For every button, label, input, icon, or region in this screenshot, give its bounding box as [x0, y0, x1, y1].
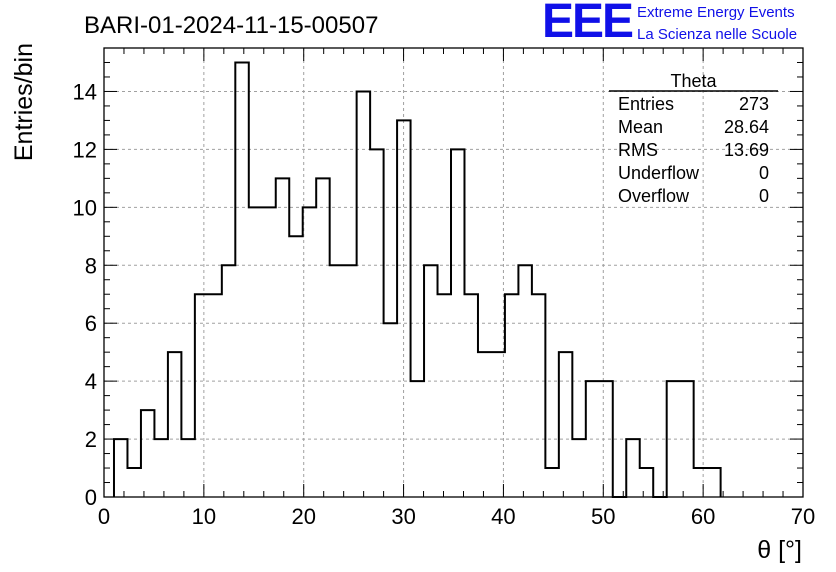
- histogram-bin: [330, 265, 343, 497]
- stats-label: Mean: [618, 117, 663, 137]
- stats-value: 0: [759, 186, 769, 206]
- histogram-bin: [370, 149, 383, 497]
- histogram-bin: [438, 294, 451, 497]
- histogram-bin: [451, 149, 464, 497]
- stats-label: Underflow: [618, 163, 700, 183]
- histogram-bin: [195, 294, 208, 497]
- stats-value: 13.69: [724, 140, 769, 160]
- histogram-bin: [478, 352, 491, 497]
- histogram-bin: [586, 381, 599, 497]
- histogram-bin: [680, 381, 693, 497]
- stats-value: 273: [739, 94, 769, 114]
- y-axis-label: Entries/bin: [10, 43, 38, 161]
- stats-label: RMS: [618, 140, 658, 160]
- histogram-bin: [181, 439, 194, 497]
- histogram-bin: [303, 207, 316, 497]
- histogram-bin: [424, 265, 437, 497]
- stats-label: Overflow: [618, 186, 690, 206]
- histogram-bin: [262, 207, 275, 497]
- x-tick-label: 50: [591, 504, 615, 529]
- histogram-bin: [384, 323, 397, 497]
- stats-value: 28.64: [724, 117, 769, 137]
- histogram-bin: [572, 439, 585, 497]
- brand-line-1: Extreme Energy Events: [637, 4, 795, 21]
- histogram-bin: [694, 468, 707, 497]
- y-tick-label: 12: [73, 137, 97, 162]
- histogram-bin: [222, 265, 235, 497]
- histogram-bin: [545, 468, 558, 497]
- histogram-bin: [154, 439, 167, 497]
- histogram-bin: [114, 439, 127, 497]
- histogram-bin: [464, 294, 477, 497]
- histogram-bin: [491, 352, 504, 497]
- brand-line-2: La Scienza nelle Scuole: [637, 26, 798, 43]
- y-tick-label: 4: [85, 369, 97, 394]
- x-tick-label: 70: [791, 504, 815, 529]
- histogram-bin: [249, 207, 262, 497]
- histogram-bin: [626, 439, 639, 497]
- histogram-bin: [411, 381, 424, 497]
- histogram-bin: [559, 352, 572, 497]
- histogram-bin: [599, 381, 612, 497]
- histogram-bin: [505, 294, 518, 497]
- eee-logo: EEE: [542, 0, 634, 48]
- histogram-bin: [127, 468, 140, 497]
- histogram-bin: [532, 294, 545, 497]
- y-tick-label: 10: [73, 195, 97, 220]
- histogram-bin: [208, 294, 221, 497]
- histogram-bin: [276, 178, 289, 497]
- stats-box: Theta Entries 273 Mean 28.64 RMS 13.69 Underflo…: [609, 71, 778, 206]
- x-axis-label: θ [°]: [757, 536, 802, 564]
- x-tick-label: 10: [192, 504, 216, 529]
- histogram-bin: [667, 381, 680, 497]
- x-tick-label: 40: [491, 504, 515, 529]
- histogram-bin: [235, 62, 248, 497]
- histogram-bin: [289, 236, 302, 497]
- chart-title: BARI-01-2024-11-15-00507: [84, 12, 378, 39]
- eee-brand: EEE Extreme Energy Events La Scienza nel…: [542, 0, 832, 48]
- stats-label: Entries: [618, 94, 674, 114]
- histogram-bin: [141, 410, 154, 497]
- x-tick-label: 60: [691, 504, 715, 529]
- y-tick-label: 14: [73, 79, 97, 104]
- y-tick-label: 8: [85, 253, 97, 278]
- histogram-bin: [640, 468, 653, 497]
- histogram-bin: [707, 468, 720, 497]
- stats-title: Theta: [670, 71, 717, 91]
- y-tick-label: 2: [85, 427, 97, 452]
- histogram-bin: [518, 265, 531, 497]
- histogram-bin: [357, 91, 370, 497]
- stats-value: 0: [759, 163, 769, 183]
- y-tick-label: 6: [85, 311, 97, 336]
- x-tick-label: 20: [291, 504, 315, 529]
- plot-frame: [103, 47, 804, 498]
- y-tick-label: 0: [85, 485, 97, 510]
- x-tick-label: 0: [98, 504, 110, 529]
- histogram-bin: [316, 178, 329, 497]
- histogram-bin: [343, 265, 356, 497]
- tick-labels: 0 10 20 30 40 50 60 70 0 2 4 6 8 10 12 14: [73, 79, 816, 529]
- histogram-bin: [168, 352, 181, 497]
- histogram-bin: [397, 120, 410, 497]
- x-tick-label: 30: [391, 504, 415, 529]
